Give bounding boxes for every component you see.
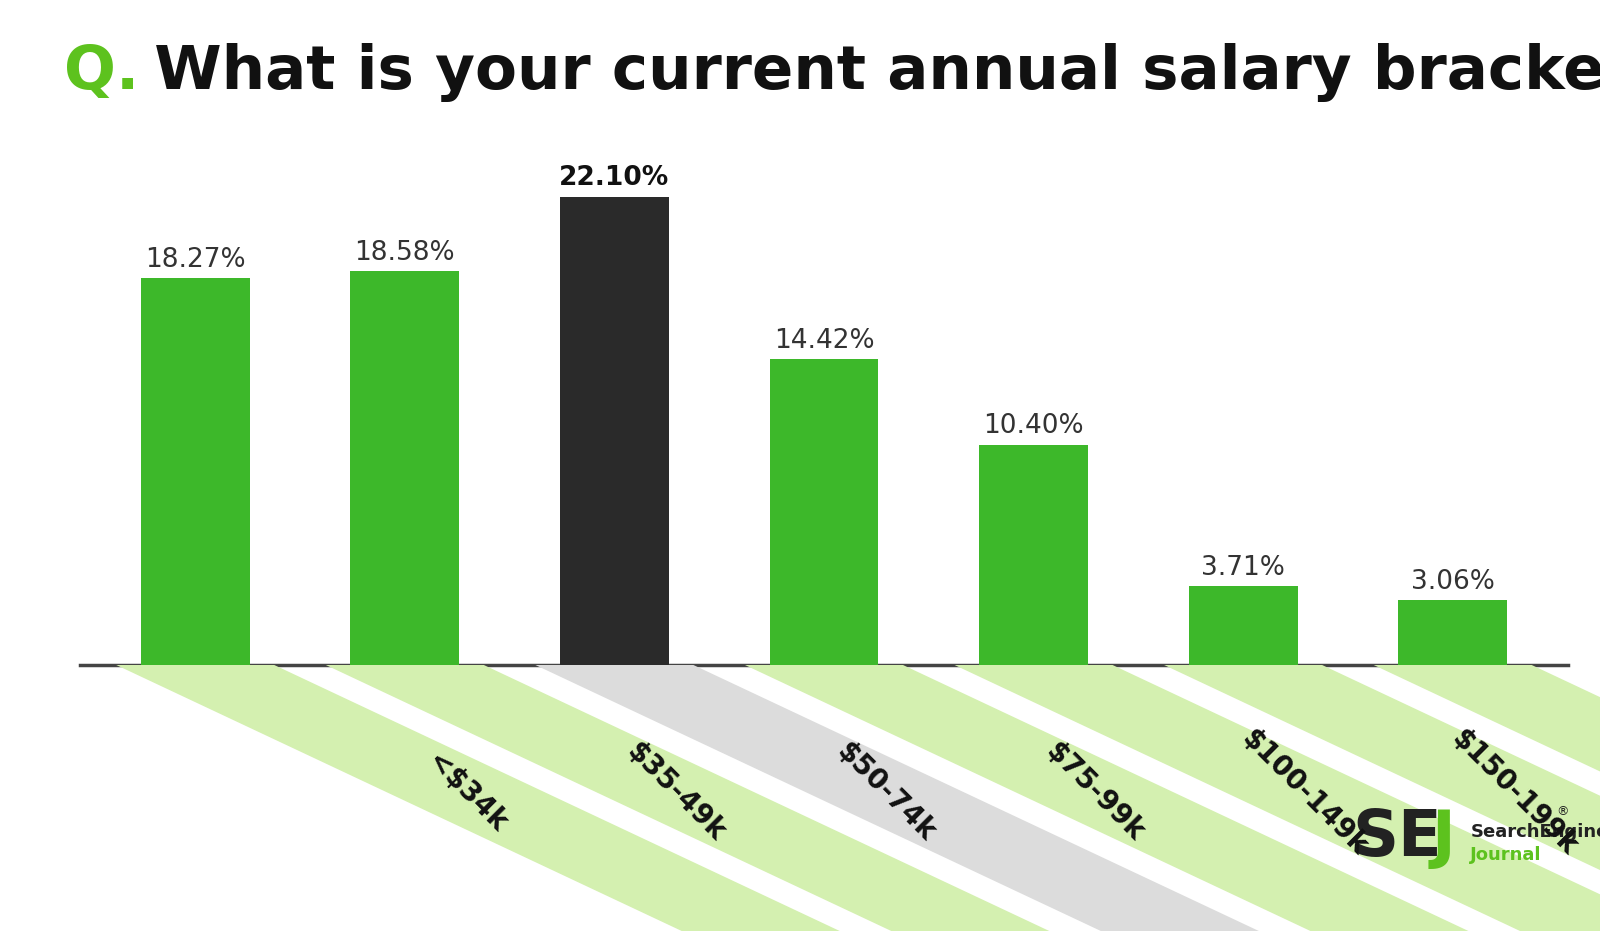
Text: Journal: Journal	[1470, 846, 1542, 865]
Bar	[979, 445, 1088, 665]
Text: $50-74k: $50-74k	[830, 738, 941, 847]
Text: 18.58%: 18.58%	[355, 240, 454, 266]
Bar	[770, 359, 878, 665]
Bar	[141, 277, 250, 665]
Text: $75-99k: $75-99k	[1040, 738, 1150, 847]
Text: 3.06%: 3.06%	[1411, 569, 1494, 595]
Bar	[1189, 586, 1298, 665]
Text: Q.: Q.	[64, 43, 139, 102]
Text: 10.40%: 10.40%	[984, 413, 1083, 439]
Text: 14.42%: 14.42%	[774, 328, 874, 354]
Text: What is your current annual salary bracket?: What is your current annual salary brack…	[133, 43, 1600, 102]
Bar	[1398, 600, 1507, 665]
Text: 18.27%: 18.27%	[146, 246, 245, 273]
Text: 22.10%: 22.10%	[560, 165, 669, 191]
Text: $150-199k: $150-199k	[1446, 725, 1582, 861]
Text: <$34k: <$34k	[421, 748, 512, 838]
Text: 3.71%: 3.71%	[1202, 555, 1285, 581]
Bar	[350, 272, 459, 665]
Text: SE: SE	[1352, 808, 1442, 869]
Text: $100-149k: $100-149k	[1237, 725, 1373, 861]
Text: J: J	[1432, 808, 1456, 869]
Bar	[560, 197, 669, 665]
Text: $35-49k: $35-49k	[621, 738, 731, 847]
Text: SearchEngine: SearchEngine	[1470, 823, 1600, 841]
Text: ®: ®	[1555, 805, 1568, 818]
